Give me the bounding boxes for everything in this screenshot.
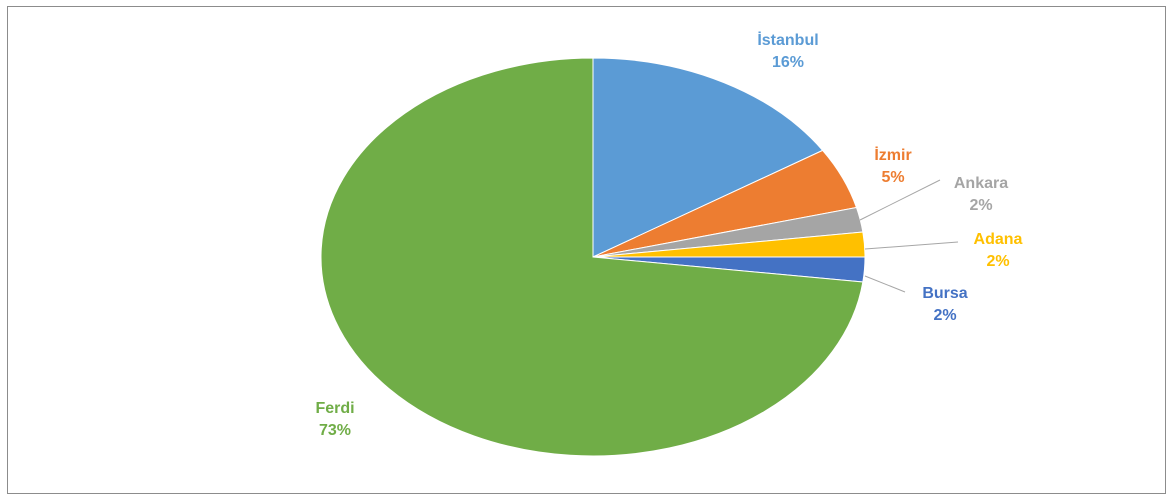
leader-line-ankara [859,179,941,221]
slice-label-i̇stanbul: İstanbul [757,31,818,49]
pie-slice-ferdi [320,57,864,457]
data-labels: İstanbul 16% İzmir 5% Ankara 2% Adana 2% Bursa 2%… [315,31,1022,439]
slice-percent-ankara: 2% [969,197,992,214]
slice-label-adana: Adana [974,231,1023,248]
slice-percent-bursa: 2% [933,307,956,324]
leader-line-adana [864,241,959,250]
slice-label-bursa: Bursa [922,285,967,302]
slice-label-ankara: Ankara [954,175,1008,192]
slice-label-i̇zmir: İzmir [874,146,911,164]
pie-slices [320,57,866,457]
slice-percent-i̇zmir: 5% [881,169,904,186]
leader-lines [859,179,959,293]
slice-percent-adana: 2% [986,253,1009,270]
slice-percent-i̇stanbul: 16% [772,54,804,71]
leader-line-bursa [864,275,906,293]
slice-label-ferdi: Ferdi [315,400,354,417]
pie-slice-i̇stanbul [592,57,824,258]
slice-percent-ferdi: 73% [319,422,351,439]
